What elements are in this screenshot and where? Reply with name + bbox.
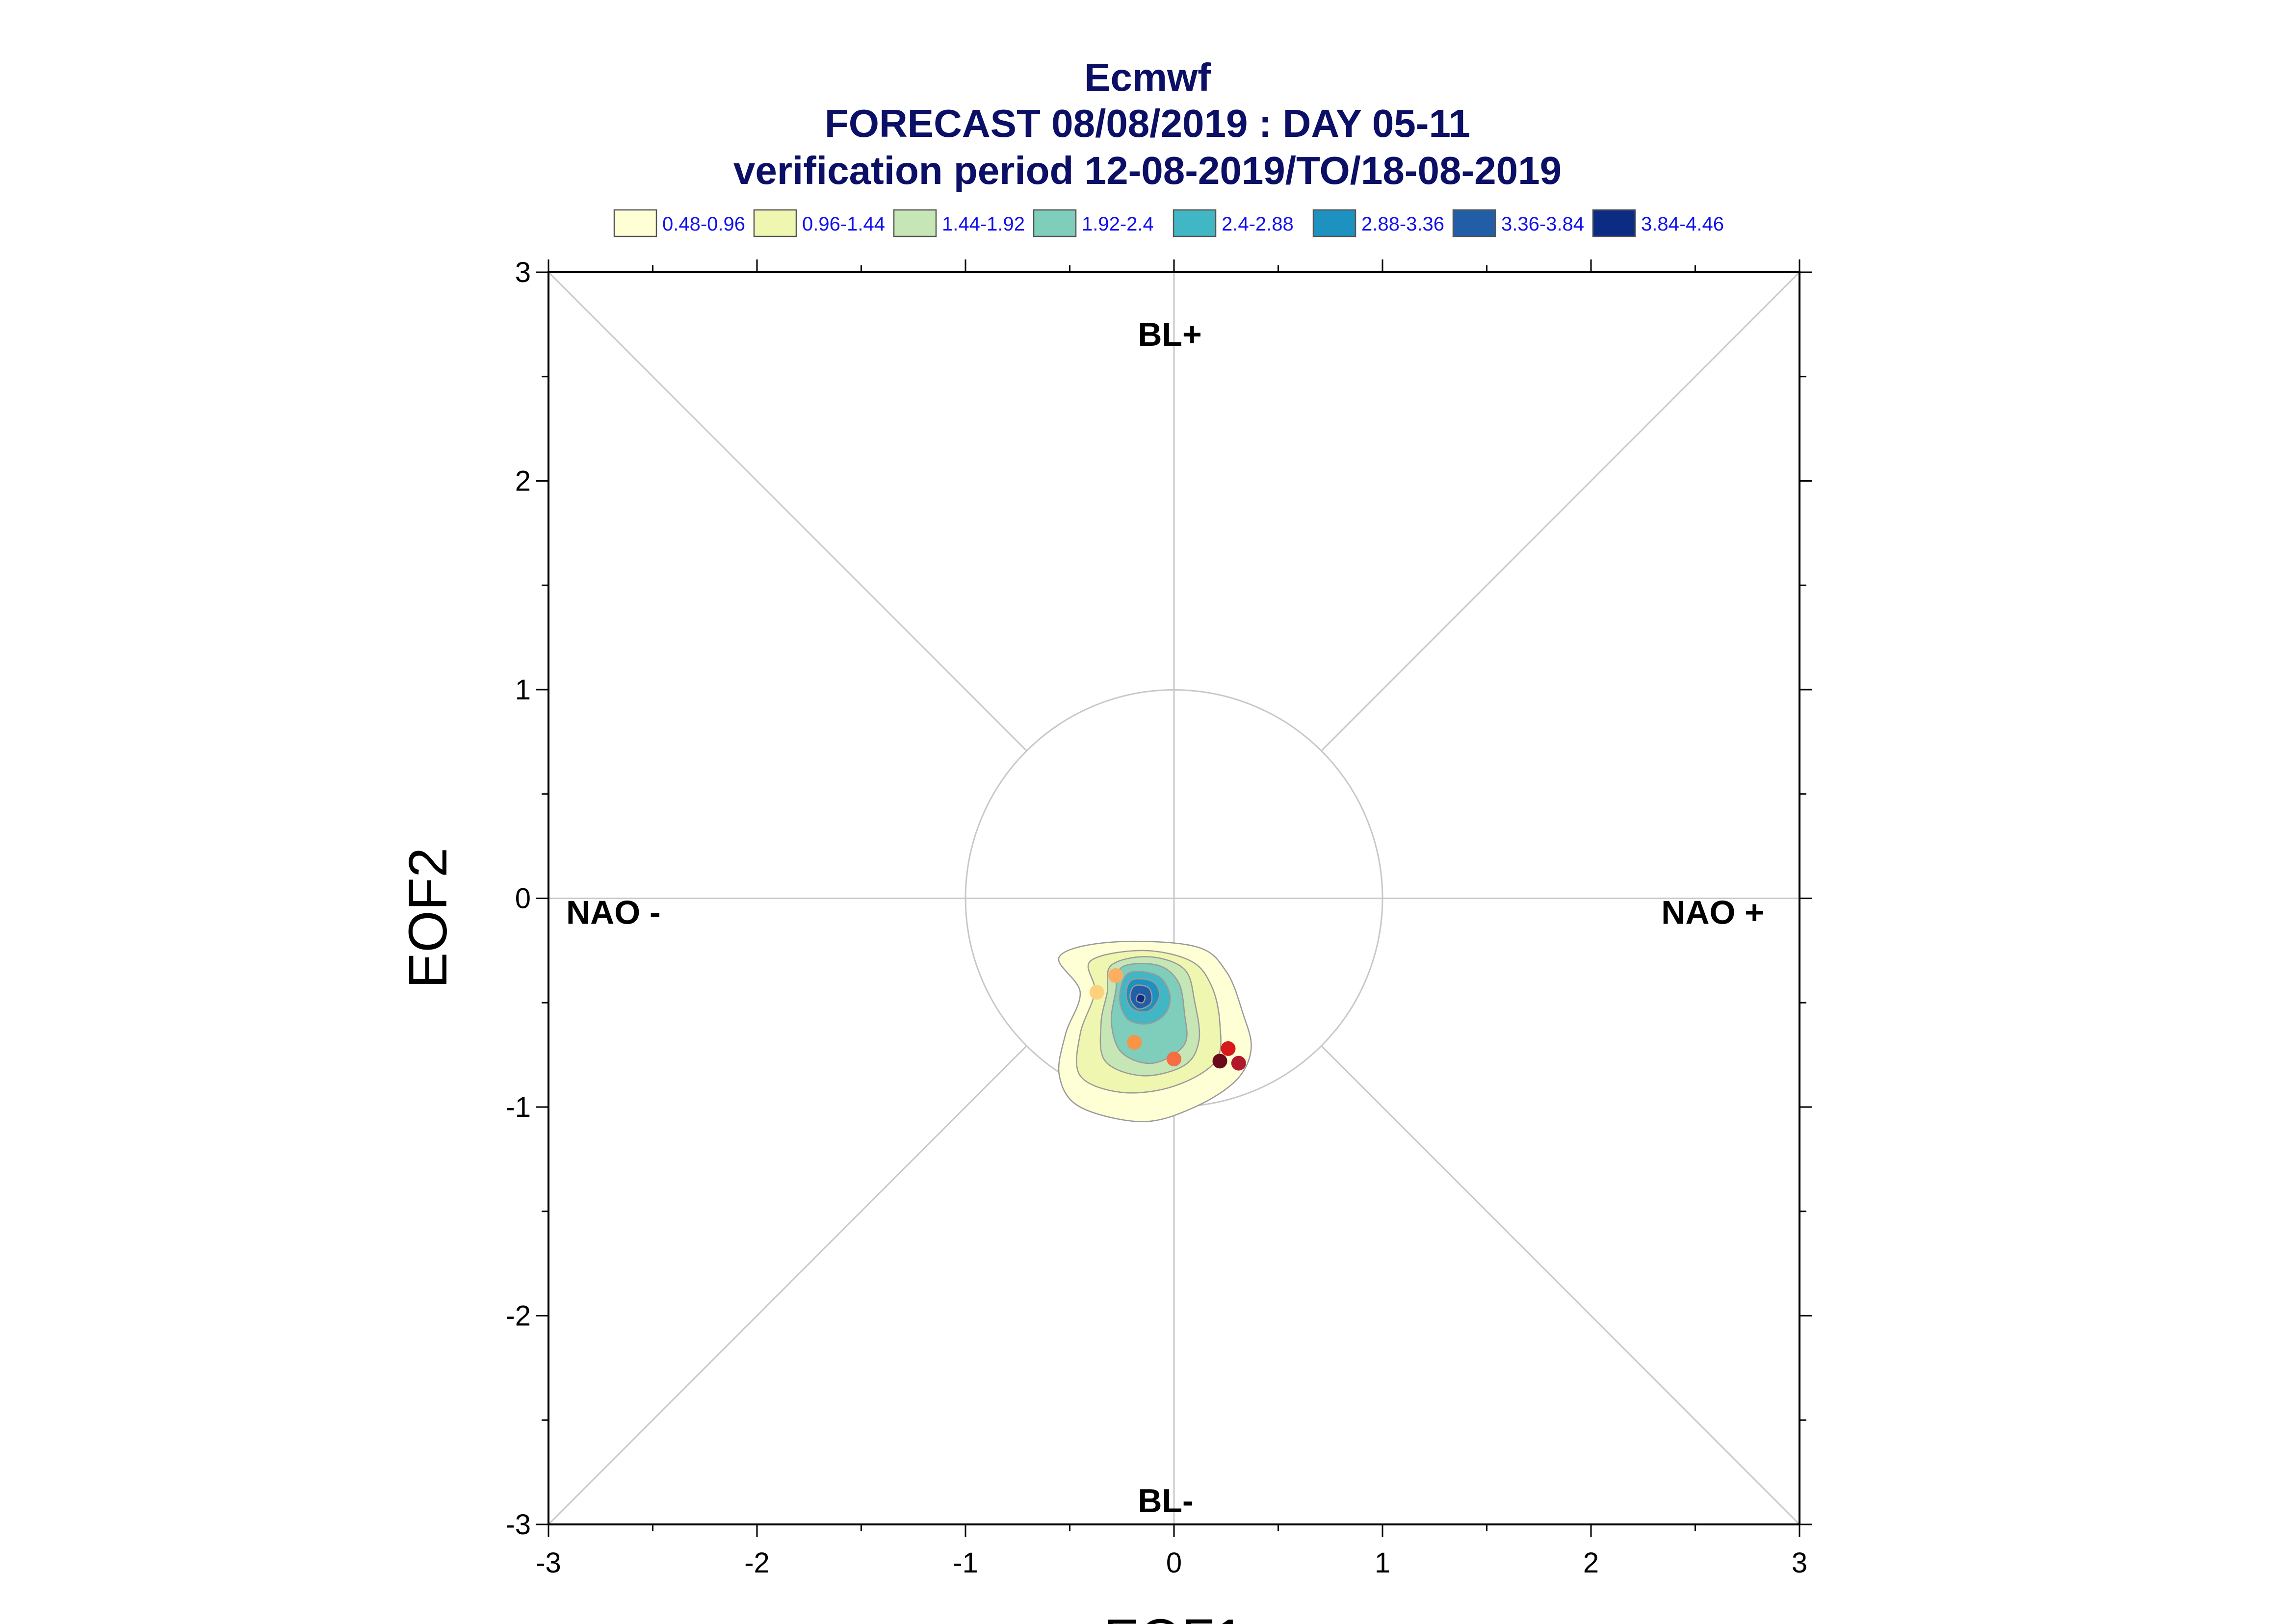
- legend-swatch: [1033, 209, 1077, 237]
- scatter-point: [1108, 968, 1123, 983]
- legend-swatch: [1592, 209, 1636, 237]
- density-contours: [1058, 941, 1252, 1123]
- quadrant-label-bl-plus: BL+: [1138, 316, 1201, 353]
- y-tick-label: 2: [515, 465, 531, 497]
- diagonal-line: [1321, 271, 1800, 751]
- scatter-point: [1212, 1054, 1227, 1069]
- x-tick-label: 0: [1166, 1547, 1182, 1579]
- scatter-point: [1167, 1052, 1181, 1067]
- x-tick-label: -2: [744, 1547, 770, 1579]
- data-points: [1089, 968, 1246, 1071]
- legend-swatch: [1452, 209, 1496, 237]
- legend-label: 2.88-3.36: [1361, 213, 1444, 235]
- x-tick-label: 2: [1583, 1547, 1599, 1579]
- scatter-point: [1231, 1056, 1246, 1071]
- plot-grid: [548, 271, 1800, 1525]
- y-tick-label: -1: [505, 1091, 531, 1123]
- x-tick-label: -3: [536, 1547, 561, 1579]
- legend-label: 0.48-0.96: [662, 213, 745, 235]
- quadrant-label-bl-minus: BL-: [1138, 1482, 1193, 1520]
- scatter-point: [1221, 1041, 1236, 1056]
- y-tick-label: 3: [515, 257, 531, 288]
- y-tick-label: 0: [515, 883, 531, 915]
- scatter-point: [1127, 1035, 1142, 1050]
- chart-title-period: verification period 12-08-2019/TO/18-08-…: [733, 149, 1562, 192]
- scatter-point: [1089, 984, 1104, 1000]
- legend-swatch: [753, 209, 797, 237]
- quadrant-label-nao-minus: NAO -: [566, 894, 661, 931]
- y-tick-label: 1: [515, 674, 531, 706]
- legend-swatch: [893, 209, 937, 237]
- legend-label: 1.44-1.92: [942, 213, 1025, 235]
- legend: 0.48-0.96 0.96-1.44 1.44-1.92 1.92-2.4 2.4-2…: [613, 209, 1724, 237]
- chart-title-forecast: FORECAST 08/08/2019 : DAY 05-11: [824, 102, 1471, 145]
- diagonal-line: [1321, 1045, 1800, 1525]
- y-tick-label: -2: [505, 1300, 531, 1332]
- x-axis-title: EOF1: [1103, 1608, 1244, 1624]
- quadrant-label-nao-plus: NAO +: [1661, 894, 1764, 931]
- legend-label: 3.84-4.46: [1641, 213, 1724, 235]
- x-tick-label: 1: [1375, 1547, 1390, 1579]
- density-contour: [1135, 993, 1146, 1004]
- legend-label: 2.4-2.88: [1222, 213, 1294, 235]
- y-axis-title: EOF2: [398, 848, 458, 988]
- diagonal-line: [548, 271, 1027, 751]
- axis-ticks: -3 -2 -1 0 1 2 3 -3 -2 -1 0 1 2 3: [505, 257, 1812, 1579]
- y-tick-label: -3: [505, 1509, 531, 1541]
- legend-swatch: [1312, 209, 1356, 237]
- x-tick-label: -1: [953, 1547, 978, 1579]
- legend-label: 1.92-2.4: [1082, 213, 1154, 235]
- legend-label: 3.36-3.84: [1501, 213, 1584, 235]
- x-tick-label: 3: [1792, 1547, 1807, 1579]
- legend-swatch: [1173, 209, 1217, 237]
- diagonal-line: [548, 1045, 1027, 1525]
- legend-label: 0.96-1.44: [802, 213, 885, 235]
- chart-title-model: Ecmwf: [1084, 55, 1211, 99]
- legend-swatch: [613, 209, 657, 237]
